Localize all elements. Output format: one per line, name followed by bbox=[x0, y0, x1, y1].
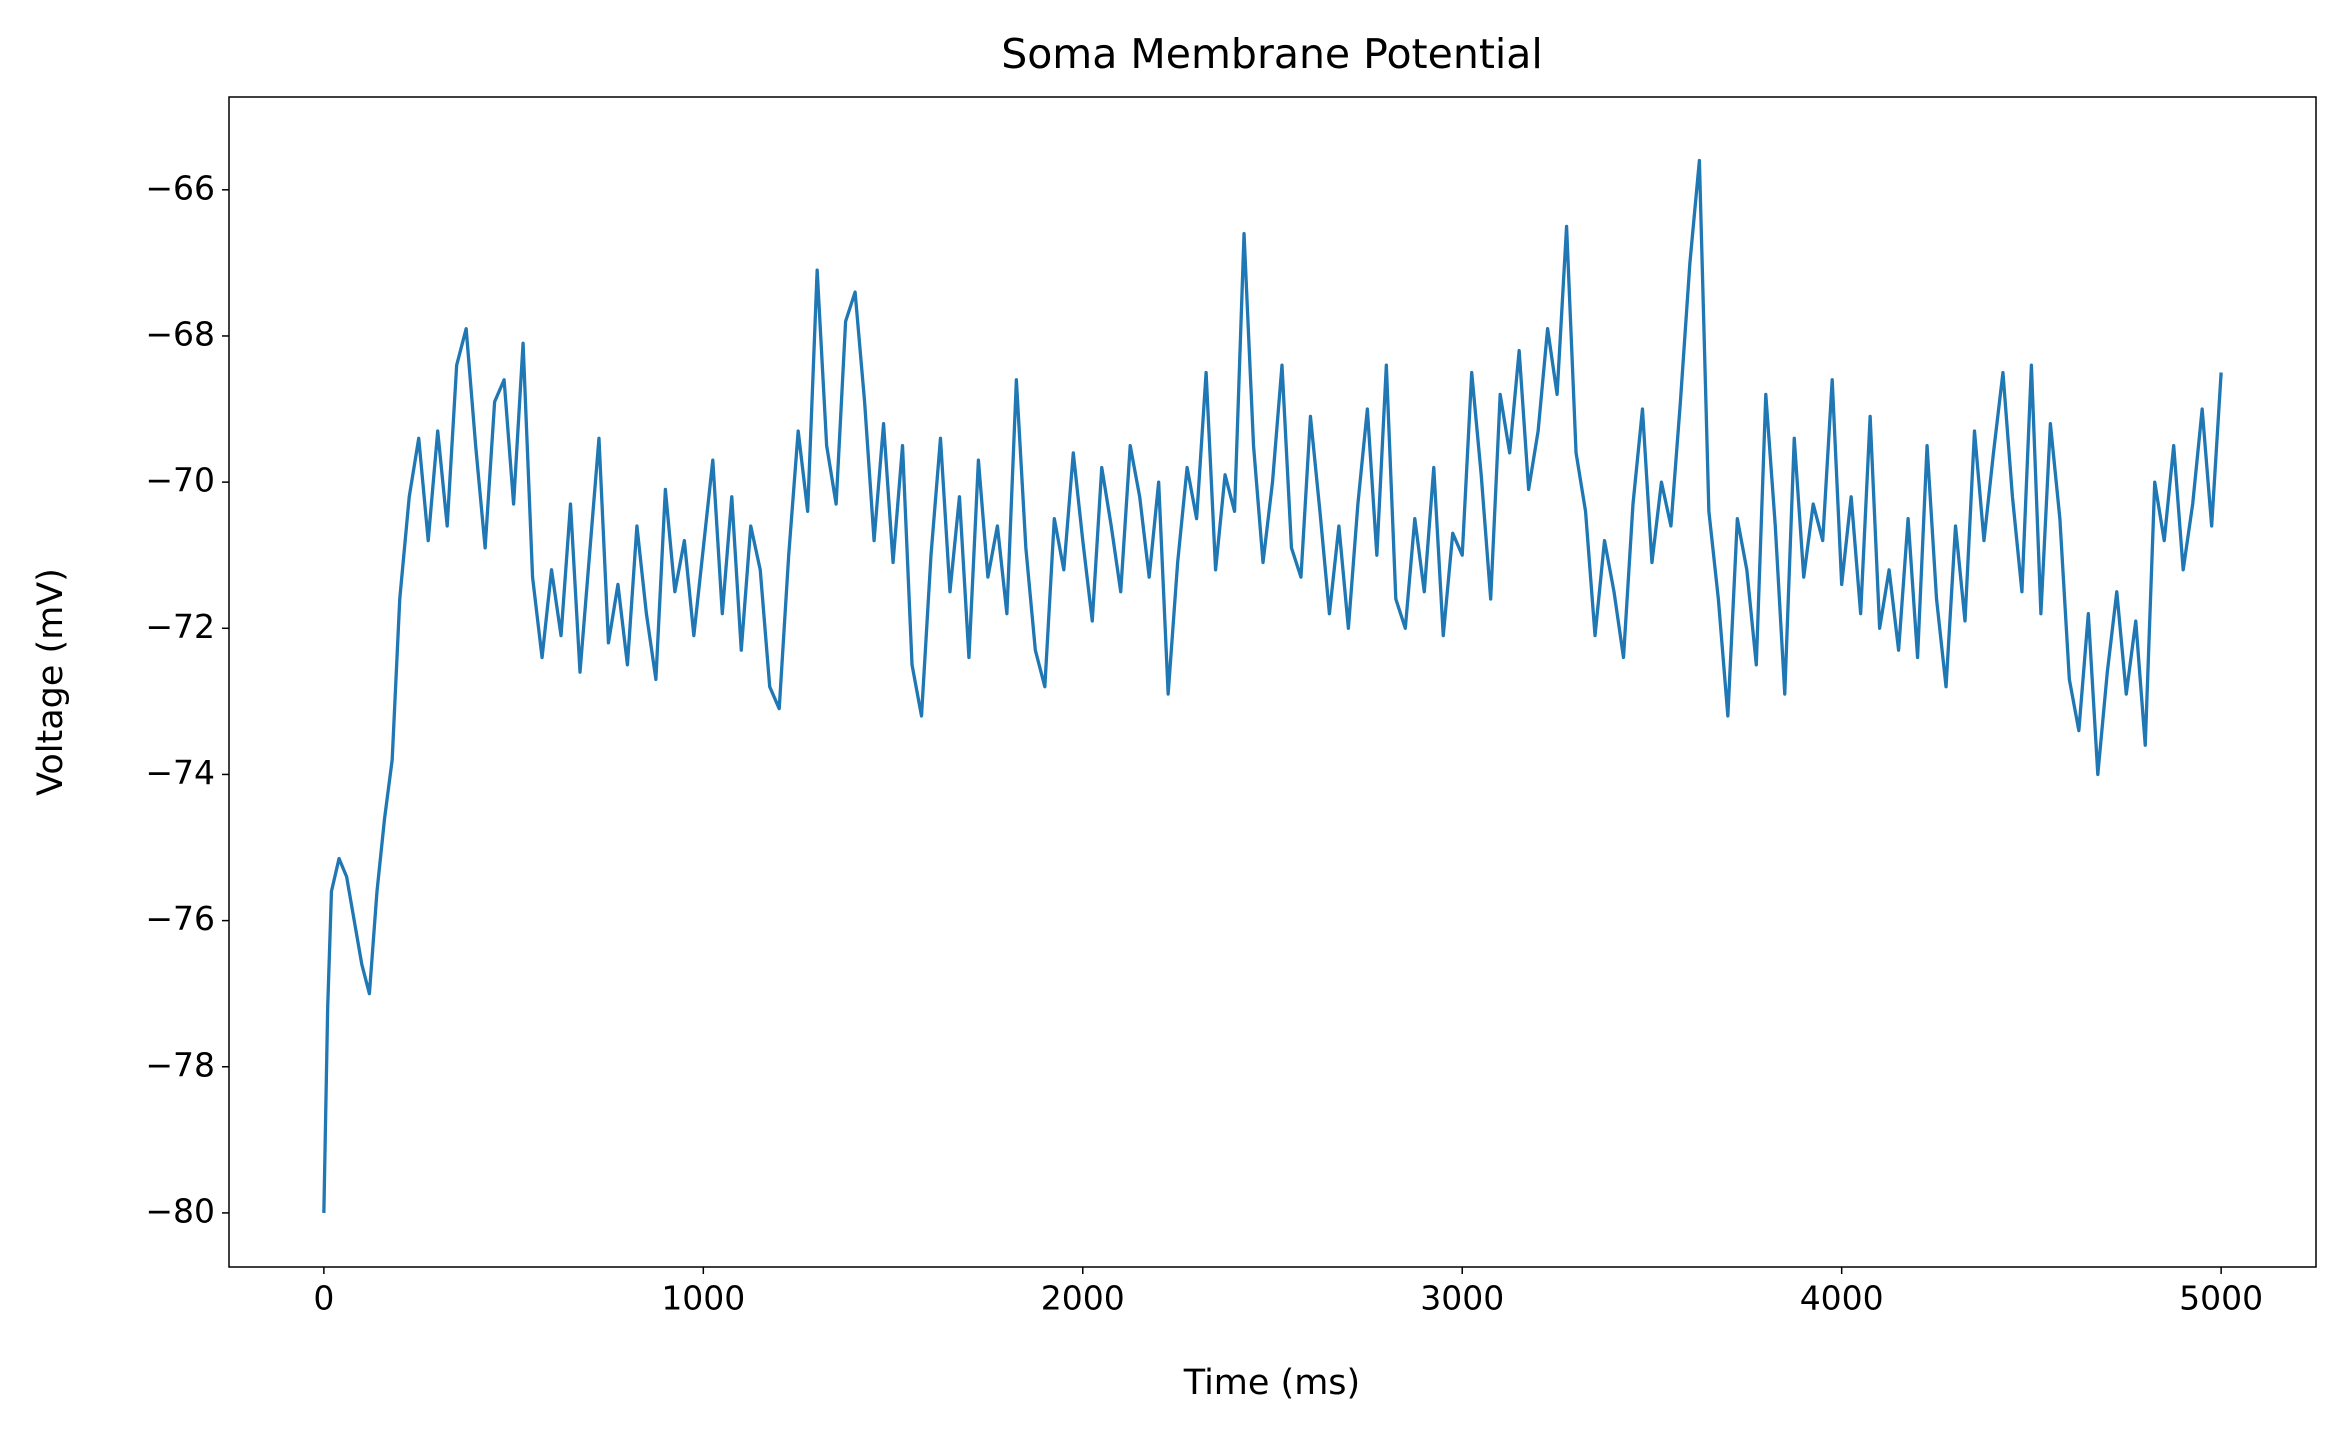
x-tick-label: 5000 bbox=[2179, 1279, 2263, 1318]
plot-frame bbox=[228, 96, 2317, 1268]
x-tick-label: 4000 bbox=[1800, 1279, 1884, 1318]
chart-title: Soma Membrane Potential bbox=[1001, 30, 1543, 78]
y-tick-label: −70 bbox=[145, 461, 215, 500]
x-tick-label: 0 bbox=[313, 1279, 334, 1318]
x-axis-label: Time (ms) bbox=[1183, 1363, 1360, 1403]
y-tick-label: −72 bbox=[145, 607, 215, 646]
x-tick-label: 2000 bbox=[1041, 1279, 1125, 1318]
y-tick-label: −66 bbox=[145, 168, 215, 207]
y-tick-label: −78 bbox=[145, 1045, 215, 1084]
series-line bbox=[322, 158, 2223, 1213]
y-tick-label: −74 bbox=[145, 753, 215, 792]
y-axis-label: Voltage (mV) bbox=[31, 568, 71, 796]
x-tick-label: 1000 bbox=[661, 1279, 745, 1318]
y-tick-label: −76 bbox=[145, 899, 215, 938]
y-tick-label: −68 bbox=[145, 314, 215, 353]
y-tick-label: −80 bbox=[145, 1191, 215, 1230]
x-tick-label: 3000 bbox=[1420, 1279, 1504, 1318]
